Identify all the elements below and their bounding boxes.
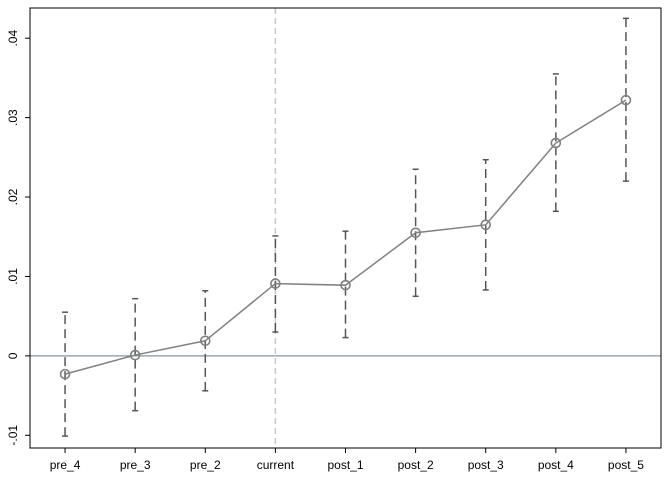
y-tick-label: .03 (6, 109, 20, 126)
coefficient-marker (199, 335, 211, 347)
coefficient-marker (620, 94, 632, 106)
coefficient-marker (410, 227, 421, 239)
y-tick-label: .04 (6, 30, 20, 47)
coefficient-marker (59, 368, 71, 380)
coefficient-marker (480, 219, 492, 231)
x-tick-label: post_4 (538, 458, 574, 472)
coefficient-marker (340, 279, 351, 291)
y-tick-label: -.01 (6, 425, 20, 446)
x-tick-label: post_3 (468, 458, 504, 472)
x-tick-label: pre_4 (50, 458, 81, 472)
x-tick-label: post_5 (608, 458, 644, 472)
coefficient-marker (550, 137, 562, 149)
coefficient-line (64, 99, 627, 375)
coefficient-marker (270, 278, 281, 289)
x-tick-label: pre_3 (120, 458, 151, 472)
x-tick-label: post_1 (327, 458, 363, 472)
y-tick-label: .01 (6, 268, 20, 285)
x-tick-label: post_2 (398, 458, 434, 472)
coefficient-marker (129, 349, 141, 361)
plot-frame (29, 7, 662, 449)
y-tick-label: 0 (6, 352, 20, 359)
x-tick-label: pre_2 (190, 458, 221, 472)
y-tick-label: .02 (6, 188, 20, 205)
x-tick-label: current (257, 458, 295, 472)
